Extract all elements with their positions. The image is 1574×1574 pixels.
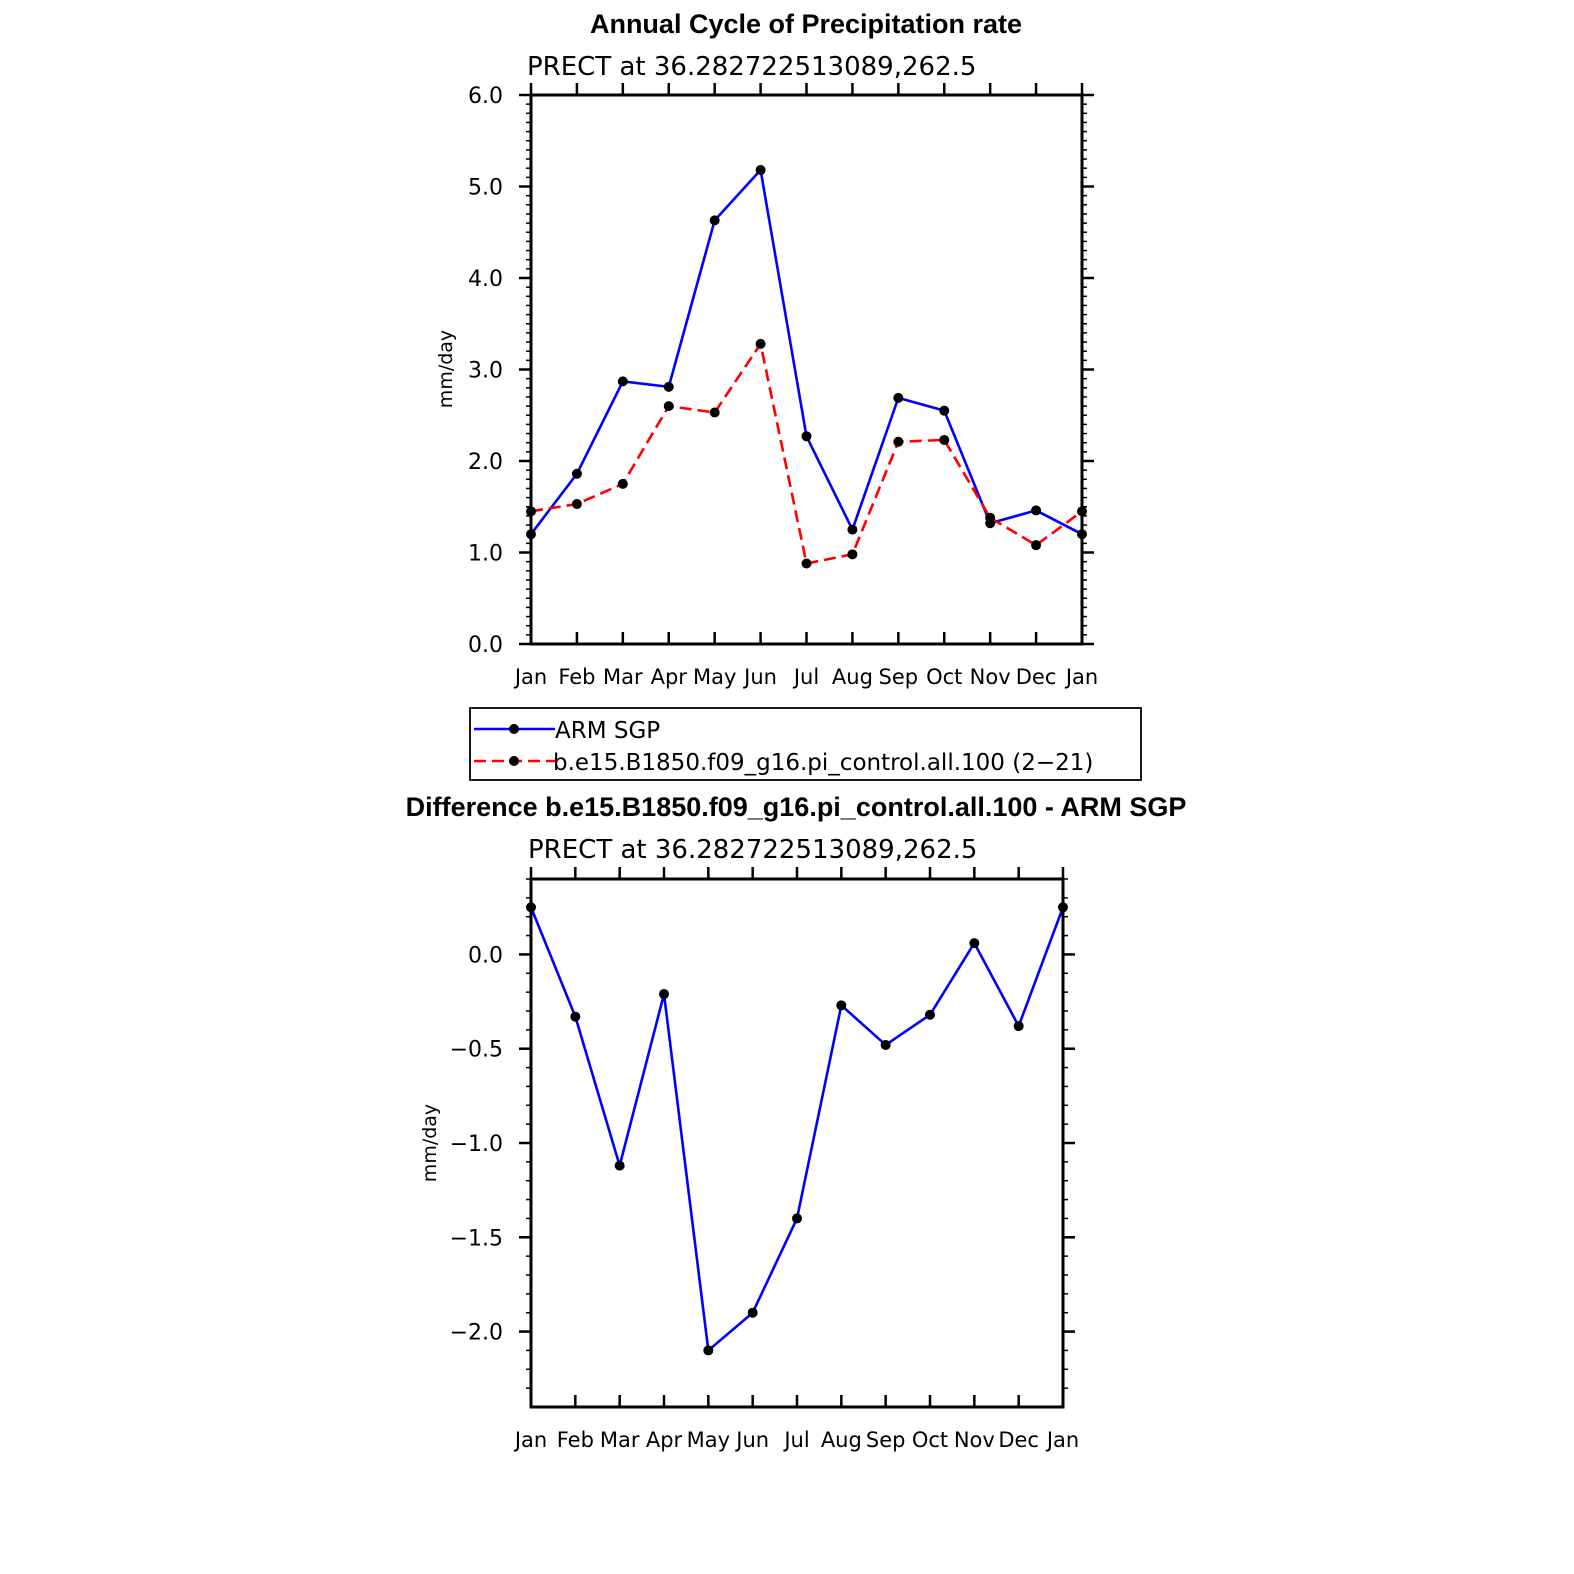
bottom-x-tick-label: Apr (646, 1428, 683, 1452)
top-x-tick-label: Oct (926, 665, 962, 689)
legend-marker-model (509, 756, 519, 766)
difference-y-axis-label: mm/day (419, 1104, 441, 1182)
top-series-1-point (985, 512, 996, 523)
top-y-tick-label: 4.0 (468, 267, 503, 292)
bottom-series-0-point (925, 1009, 935, 1020)
bottom-x-tick-label: Jan (513, 1428, 547, 1452)
difference-panel: Difference b.e15.B1850.f09_g16.pi_contro… (406, 792, 1187, 1452)
top-y-tick-label: 2.0 (468, 450, 503, 475)
legend-marker-arm-sgp (509, 724, 519, 734)
top-y-tick-label: 3.0 (468, 359, 503, 384)
top-x-tick-label: Feb (558, 665, 595, 689)
top-x-tick-label: Dec (1016, 665, 1057, 689)
top-x-tick-label: Mar (603, 665, 643, 689)
top-series-1-point (755, 338, 766, 349)
top-series-1-point (663, 401, 674, 412)
top-series-line-0 (529, 168, 1083, 536)
top-series-0-point (801, 431, 812, 442)
top-series-0-point (617, 376, 628, 387)
top-x-tick-label: Aug (832, 665, 873, 689)
top-series-1-point (801, 558, 812, 569)
top-y-tick-label: 5.0 (468, 176, 503, 201)
top-x-tick-label: Nov (970, 665, 1011, 689)
top-y-tick-label: 6.0 (468, 84, 503, 109)
top-series-0-point (709, 215, 720, 226)
bottom-x-tick-label: Jan (1045, 1428, 1079, 1452)
bottom-x-tick-label: Aug (821, 1428, 862, 1452)
top-series-0-point (1031, 505, 1042, 516)
legend-box (469, 707, 1142, 781)
chart-subtitle: PRECT at 36.282722513089,262.5 (527, 52, 976, 82)
bottom-x-tick-label: Oct (912, 1428, 948, 1452)
bottom-series-0-point (969, 938, 980, 949)
difference-title: Difference b.e15.B1850.f09_g16.pi_contro… (406, 792, 1187, 822)
top-y-tick-label: 1.0 (468, 542, 503, 567)
top-series-1-point (893, 436, 904, 447)
bottom-series-line-0 (529, 906, 1065, 1352)
top-x-tick-label: Sep (879, 665, 919, 689)
top-series-line-1 (530, 342, 1083, 565)
difference-subtitle: PRECT at 36.282722513089,262.5 (528, 835, 977, 865)
top-series-0-point (663, 381, 674, 392)
top-series-1-point (709, 407, 720, 418)
legend-entry-arm-sgp: ARM SGP (555, 718, 660, 744)
legend: ARM SGP b.e15.B1850.f09_g16.pi_control.a… (469, 707, 1142, 781)
top-series-0-point (847, 524, 858, 535)
bottom-series-0-point (747, 1307, 758, 1318)
bottom-y-tick-label: −1.5 (450, 1226, 503, 1251)
top-x-tick-label: Jan (1064, 665, 1098, 689)
plot-frame (529, 93, 1084, 646)
bottom-series-0-point (659, 989, 669, 1000)
top-series-1-point (617, 478, 628, 489)
top-y-tick-label: 0.0 (468, 633, 503, 658)
bottom-x-tick-label: Mar (600, 1428, 640, 1452)
bottom-series-0-point (570, 1011, 581, 1022)
top-series-0-point (893, 392, 904, 403)
bottom-series-0-point (792, 1213, 802, 1224)
bottom-x-tick-label: Nov (954, 1428, 995, 1452)
bottom-series-0-point (880, 1039, 891, 1050)
chart-title: Annual Cycle of Precipitation rate (590, 9, 1022, 39)
difference-plot-frame (529, 877, 1065, 1409)
bottom-y-tick-label: −1.0 (450, 1132, 503, 1157)
bottom-series-0-point (614, 1160, 625, 1171)
top-series-1-point (847, 549, 858, 560)
top-x-tick-label: Apr (651, 665, 688, 689)
top-series-0-point (939, 405, 950, 416)
top-series-0-point (755, 165, 766, 176)
bottom-y-tick-label: 0.0 (468, 943, 503, 968)
bottom-series-0-point (703, 1345, 714, 1356)
bottom-series-0-point (836, 1000, 847, 1011)
annual-cycle-panel: Annual Cycle of Precipitation rate PRECT… (435, 9, 1098, 689)
top-x-tick-label: Jun (742, 665, 777, 689)
y-axis-label: mm/day (435, 330, 457, 408)
top-x-tick-label: Jan (513, 665, 547, 689)
top-x-tick-label: May (693, 665, 736, 689)
bottom-y-tick-label: −2.0 (450, 1321, 503, 1346)
bottom-x-tick-label: May (687, 1428, 730, 1452)
bottom-x-tick-label: Feb (557, 1428, 594, 1452)
bottom-y-tick-label: −0.5 (450, 1038, 503, 1063)
top-series-1-point (939, 434, 950, 445)
bottom-x-tick-label: Sep (866, 1428, 906, 1452)
bottom-x-tick-label: Dec (998, 1428, 1039, 1452)
bottom-x-tick-label: Jun (734, 1428, 769, 1452)
top-series-1-point (1031, 540, 1042, 551)
top-x-tick-label: Jul (792, 665, 819, 689)
top-series-1-point (571, 499, 582, 510)
top-series-0-point (571, 468, 582, 479)
bottom-x-tick-label: Jul (782, 1428, 809, 1452)
bottom-series-0-point (1013, 1021, 1024, 1032)
legend-entry-model: b.e15.B1850.f09_g16.pi_control.all.100 (… (553, 750, 1093, 776)
